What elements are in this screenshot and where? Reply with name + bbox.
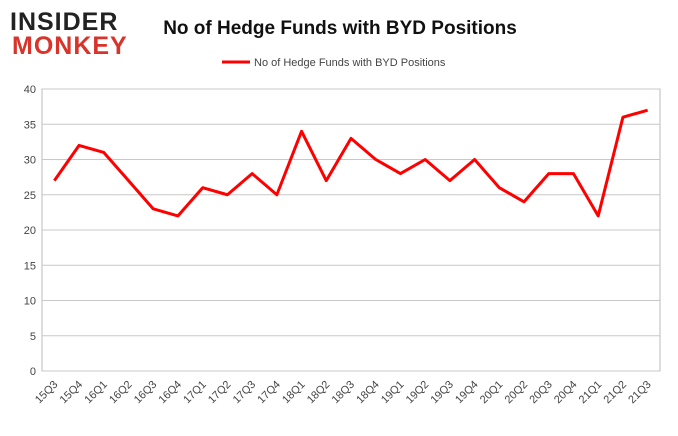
logo-top: INSIDER [10, 8, 118, 36]
y-tick-label: 25 [24, 190, 36, 202]
legend-label: No of Hedge Funds with BYD Positions [254, 57, 446, 69]
y-tick-label: 20 [24, 225, 36, 237]
data-line [53, 108, 649, 218]
y-tick-label: 5 [30, 331, 36, 343]
chart-title: No of Hedge Funds with BYD Positions [163, 18, 517, 39]
y-tick-label: 15 [24, 260, 36, 272]
y-tick-label: 30 [24, 155, 36, 167]
y-tick-label: 35 [24, 119, 36, 131]
logo-bottom: MONKEY [12, 32, 128, 60]
y-tick-label: 40 [24, 84, 36, 96]
y-tick-label: 0 [30, 366, 36, 378]
y-tick-label: 10 [24, 296, 36, 308]
